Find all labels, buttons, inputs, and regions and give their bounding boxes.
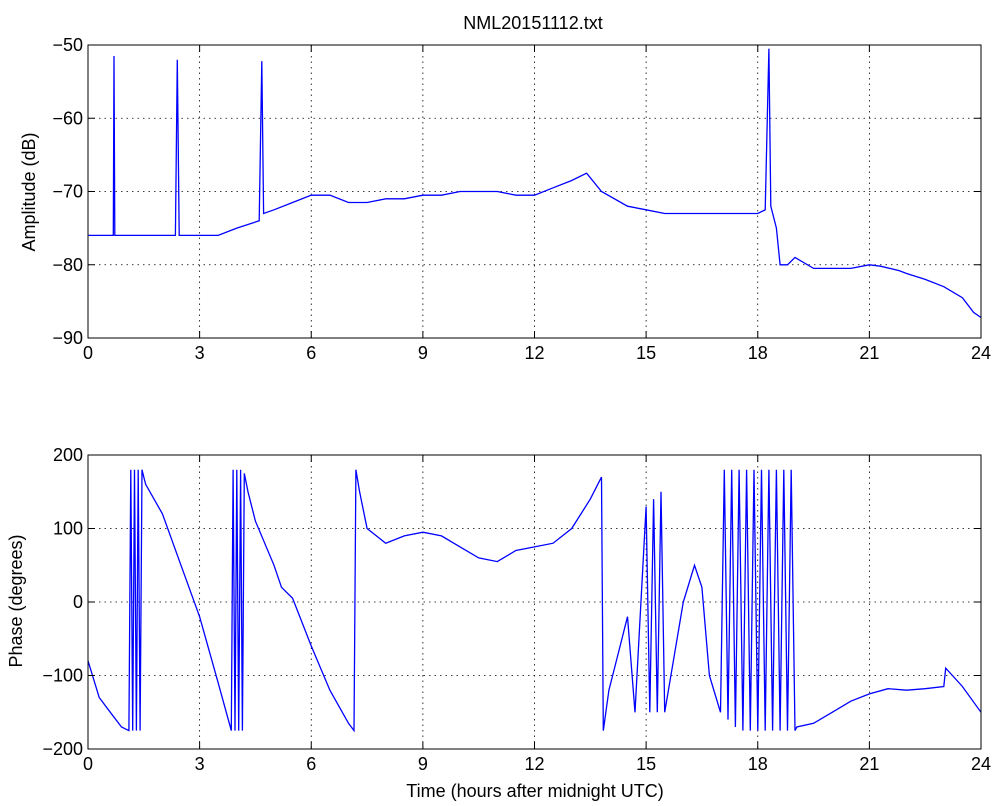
y-tick-label: 200 xyxy=(53,445,83,465)
x-tick-label: 24 xyxy=(971,754,991,774)
x-tick-label: 21 xyxy=(859,343,879,363)
y-axis-label: Amplitude (dB) xyxy=(19,132,39,251)
x-tick-label: 18 xyxy=(748,343,768,363)
x-tick-label: 15 xyxy=(636,343,656,363)
amplitude-series-line xyxy=(88,48,981,319)
amplitude-ticks: 0 3 6 9 12 15 18 21 24 −90 −80 −70 −60 −50 xyxy=(52,35,991,363)
y-tick-label: −90 xyxy=(52,328,83,348)
y-tick-label: −70 xyxy=(52,182,83,202)
y-tick-label: −60 xyxy=(52,108,83,128)
x-tick-label: 0 xyxy=(83,754,93,774)
y-tick-label: −50 xyxy=(52,35,83,55)
x-tick-label: 0 xyxy=(83,343,93,363)
chart-title: NML20151112.txt xyxy=(463,13,602,33)
x-tick-label: 12 xyxy=(524,754,544,774)
x-tick-label: 12 xyxy=(524,343,544,363)
x-tick-label: 21 xyxy=(859,754,879,774)
x-tick-label: 15 xyxy=(636,754,656,774)
y-tick-label: 100 xyxy=(53,519,83,539)
phase-series-line xyxy=(88,469,981,733)
x-axis-label: Time (hours after midnight UTC) xyxy=(406,781,663,801)
y-axis-label: Phase (degrees) xyxy=(6,534,26,667)
x-tick-label: 9 xyxy=(418,754,428,774)
phase-ticks: 0 3 6 9 12 15 18 21 24 −200 −100 0 100 200 xyxy=(42,445,991,774)
amplitude-grid xyxy=(88,45,981,338)
x-tick-label: 18 xyxy=(748,754,768,774)
y-tick-label: −80 xyxy=(52,255,83,275)
x-tick-label: 9 xyxy=(418,343,428,363)
amplitude-panel: NML20151112.txt Amplitude (dB) 0 3 6 9 12 15 1… xyxy=(19,13,991,363)
y-tick-label: 0 xyxy=(73,592,83,612)
x-tick-label: 6 xyxy=(306,343,316,363)
phase-panel: Phase (degrees) Time (hours after midnig… xyxy=(6,445,991,801)
x-tick-label: 3 xyxy=(195,754,205,774)
x-tick-label: 3 xyxy=(195,343,205,363)
y-tick-label: −200 xyxy=(42,739,83,759)
x-tick-label: 24 xyxy=(971,343,991,363)
x-tick-label: 6 xyxy=(306,754,316,774)
y-tick-label: −100 xyxy=(42,666,83,686)
